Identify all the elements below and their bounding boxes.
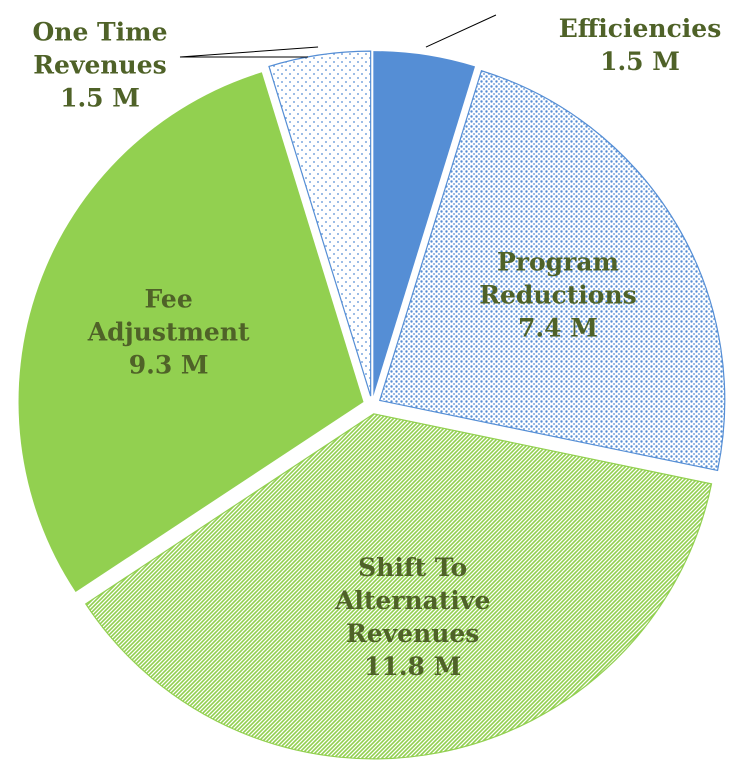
value-label: 1.5 M <box>60 83 140 113</box>
pie-slice <box>378 69 726 472</box>
pie-slice <box>84 413 713 760</box>
slice-label: Program Reductions 7.4 M <box>468 246 648 345</box>
value-label: 11.8 M <box>364 652 462 682</box>
category-label: Shift To Alternative Revenues <box>334 553 491 649</box>
slice-label: Shift To Alternative Revenues 11.8 M <box>323 551 503 683</box>
leader-line <box>425 14 497 48</box>
slice-label: Efficiencies 1.5 M <box>550 12 730 78</box>
slice-label: One Time Revenues 1.5 M <box>10 16 190 115</box>
pie-slice <box>268 50 372 397</box>
category-label: Efficiencies <box>558 14 722 43</box>
slice-label: Fee Adjustment 9.3 M <box>79 283 259 382</box>
value-label: 1.5 M <box>600 47 680 76</box>
category-label: Program Reductions <box>479 247 637 310</box>
category-label: Fee Adjustment <box>87 284 250 347</box>
category-label: One Time Revenues <box>32 17 168 80</box>
pie-slice <box>18 72 364 593</box>
value-label: 9.3 M <box>128 350 209 380</box>
pie-slice <box>373 51 476 397</box>
leader-line <box>179 46 319 58</box>
value-label: 7.4 M <box>518 313 598 343</box>
